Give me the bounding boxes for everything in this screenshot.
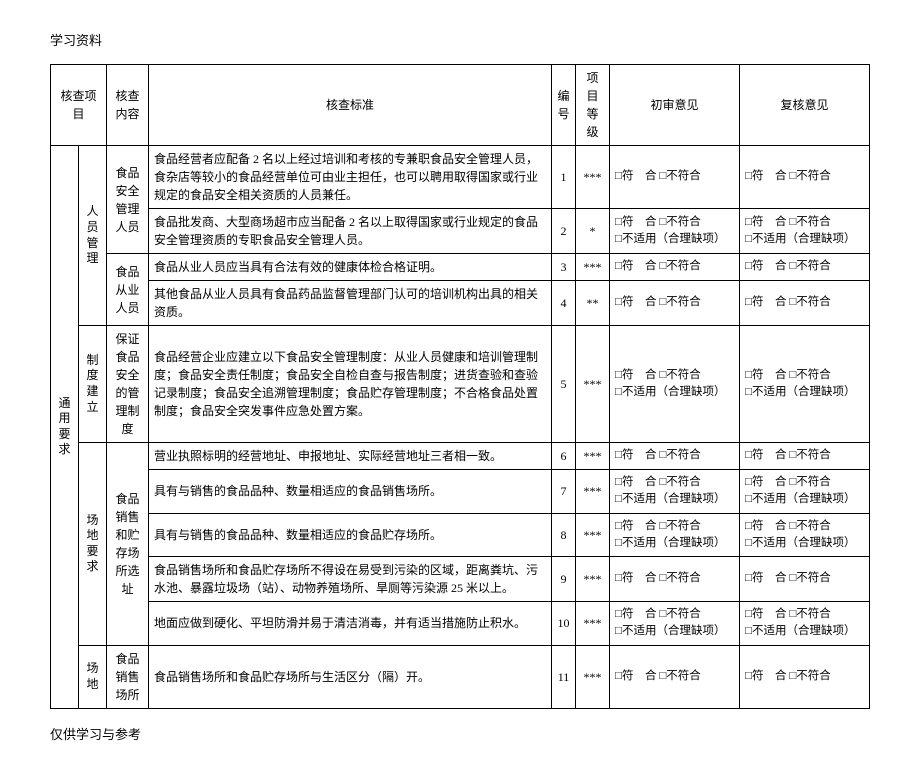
cell-review: □符 合 □不符合□不适用（合理缺项） xyxy=(610,209,740,254)
cell-review: □符 合 □不符合□不适用（合理缺项） xyxy=(610,470,740,514)
table-header-row: 核查项目 核查内容 核查标准 编号 项目等级 初审意见 复核意见 xyxy=(51,65,870,146)
cell-standard: 食品销售场所和食品贮存场所不得设在易受到污染的区域，距离粪坑、污水池、暴露垃圾场… xyxy=(149,557,552,602)
cell-num: 2 xyxy=(552,209,576,254)
cell-standard: 地面应做到硬化、平坦防滑并易于清洁消毒，并有适当措施防止积水。 xyxy=(149,602,552,646)
cell-standard: 食品批发商、大型商场超市应当配备 2 名以上取得国家或行业规定的食品安全管理资质… xyxy=(149,209,552,254)
th-project: 核查项目 xyxy=(51,65,107,146)
cell-standard: 食品经营者应配备 2 名以上经过培训和考核的专兼职食品安全管理人员，食杂店等较小… xyxy=(149,146,552,209)
table-row: 场地食品销售场所食品销售场所和食品贮存场所与生活区分（隔）开。11***□符 合… xyxy=(51,645,870,708)
cell-recheck: □符 合 □不符合□不适用（合理缺项） xyxy=(740,602,870,646)
cell-num: 1 xyxy=(552,146,576,209)
page-header: 学习资料 xyxy=(50,30,870,49)
table-row: 场地要求食品销售和贮存场所选址营业执照标明的经营地址、申报地址、实际经营地址三者… xyxy=(51,443,870,470)
group-site-req: 场地要求 xyxy=(79,443,107,646)
cell-num: 6 xyxy=(552,443,576,470)
th-content: 核查内容 xyxy=(107,65,149,146)
page-footer: 仅供学习与参考 xyxy=(50,724,870,743)
table-row: 食品批发商、大型商场超市应当配备 2 名以上取得国家或行业规定的食品安全管理资质… xyxy=(51,209,870,254)
cell-recheck: □符 合 □不符合 xyxy=(740,254,870,281)
group-system: 制度建立 xyxy=(79,326,107,443)
cell-grade: *** xyxy=(576,557,610,602)
cell-recheck: □符 合 □不符合□不适用（合理缺项） xyxy=(740,513,870,557)
table-row: 其他食品从业人员具有食品药品监督管理部门认可的培训机构出具的相关资质。4**□符… xyxy=(51,281,870,326)
cell-grade: *** xyxy=(576,254,610,281)
cell-recheck: □符 合 □不符合□不适用（合理缺项） xyxy=(740,209,870,254)
cell-num: 8 xyxy=(552,513,576,557)
cell-standard: 食品经营企业应建立以下食品安全管理制度：从业人员健康和培训管理制度；食品安全责任… xyxy=(149,326,552,443)
cell-grade: *** xyxy=(576,443,610,470)
th-recheck: 复核意见 xyxy=(740,65,870,146)
th-num: 编号 xyxy=(552,65,576,146)
th-grade: 项目等级 xyxy=(576,65,610,146)
cell-num: 5 xyxy=(552,326,576,443)
th-standard: 核查标准 xyxy=(149,65,552,146)
content-safety-mgr: 食品安全管理人员 xyxy=(107,146,149,254)
cell-grade: *** xyxy=(576,602,610,646)
cell-grade: * xyxy=(576,209,610,254)
cell-grade: *** xyxy=(576,326,610,443)
table-row: 通用要求人员管理食品安全管理人员食品经营者应配备 2 名以上经过培训和考核的专兼… xyxy=(51,146,870,209)
table-row: 地面应做到硬化、平坦防滑并易于清洁消毒，并有适当措施防止积水。10***□符 合… xyxy=(51,602,870,646)
cell-review: □符 合 □不符合□不适用（合理缺项） xyxy=(610,326,740,443)
table-row: 食品从业人员食品从业人员应当具有合法有效的健康体检合格证明。3***□符 合 □… xyxy=(51,254,870,281)
table-row: 具有与销售的食品品种、数量相适应的食品贮存场所。8***□符 合 □不符合□不适… xyxy=(51,513,870,557)
cell-standard: 食品销售场所和食品贮存场所与生活区分（隔）开。 xyxy=(149,645,552,708)
cell-standard: 具有与销售的食品品种、数量相适应的食品贮存场所。 xyxy=(149,513,552,557)
cell-standard: 营业执照标明的经营地址、申报地址、实际经营地址三者相一致。 xyxy=(149,443,552,470)
th-review: 初审意见 xyxy=(610,65,740,146)
cell-review: □符 合 □不符合 xyxy=(610,443,740,470)
cell-num: 3 xyxy=(552,254,576,281)
cell-standard: 食品从业人员应当具有合法有效的健康体检合格证明。 xyxy=(149,254,552,281)
content-food-staff: 食品从业人员 xyxy=(107,254,149,326)
cell-grade: *** xyxy=(576,645,610,708)
cell-review: □符 合 □不符合□不适用（合理缺项） xyxy=(610,513,740,557)
table-row: 食品销售场所和食品贮存场所不得设在易受到污染的区域，距离粪坑、污水池、暴露垃圾场… xyxy=(51,557,870,602)
cell-review: □符 合 □不符合 xyxy=(610,557,740,602)
cell-review: □符 合 □不符合 xyxy=(610,254,740,281)
cell-num: 7 xyxy=(552,470,576,514)
cell-num: 11 xyxy=(552,645,576,708)
cell-review: □符 合 □不符合 xyxy=(610,146,740,209)
cell-review: □符 合 □不符合 xyxy=(610,281,740,326)
cell-recheck: □符 合 □不符合 xyxy=(740,443,870,470)
table-body: 通用要求人员管理食品安全管理人员食品经营者应配备 2 名以上经过培训和考核的专兼… xyxy=(51,146,870,709)
cell-review: □符 合 □不符合□不适用（合理缺项） xyxy=(610,602,740,646)
cell-num: 10 xyxy=(552,602,576,646)
cell-recheck: □符 合 □不符合 xyxy=(740,146,870,209)
cell-num: 4 xyxy=(552,281,576,326)
cell-grade: *** xyxy=(576,146,610,209)
cell-recheck: □符 合 □不符合 xyxy=(740,557,870,602)
group-site: 场地 xyxy=(79,645,107,708)
cell-grade: *** xyxy=(576,470,610,514)
cell-num: 9 xyxy=(552,557,576,602)
cell-recheck: □符 合 □不符合 xyxy=(740,281,870,326)
content-sale-storage: 食品销售和贮存场所选址 xyxy=(107,443,149,646)
cell-grade: *** xyxy=(576,513,610,557)
table-row: 制度建立保证食品安全的管理制度食品经营企业应建立以下食品安全管理制度：从业人员健… xyxy=(51,326,870,443)
cell-recheck: □符 合 □不符合□不适用（合理缺项） xyxy=(740,470,870,514)
group-personnel: 人员管理 xyxy=(79,146,107,326)
cell-recheck: □符 合 □不符合□不适用（合理缺项） xyxy=(740,326,870,443)
group-general: 通用要求 xyxy=(51,146,79,709)
cell-grade: ** xyxy=(576,281,610,326)
cell-standard: 具有与销售的食品品种、数量相适应的食品销售场所。 xyxy=(149,470,552,514)
content-safety-system: 保证食品安全的管理制度 xyxy=(107,326,149,443)
content-sale-site: 食品销售场所 xyxy=(107,645,149,708)
cell-recheck: □符 合 □不符合 xyxy=(740,645,870,708)
table-row: 具有与销售的食品品种、数量相适应的食品销售场所。7***□符 合 □不符合□不适… xyxy=(51,470,870,514)
cell-standard: 其他食品从业人员具有食品药品监督管理部门认可的培训机构出具的相关资质。 xyxy=(149,281,552,326)
inspection-table: 核查项目 核查内容 核查标准 编号 项目等级 初审意见 复核意见 通用要求人员管… xyxy=(50,64,870,709)
cell-review: □符 合 □不符合 xyxy=(610,645,740,708)
